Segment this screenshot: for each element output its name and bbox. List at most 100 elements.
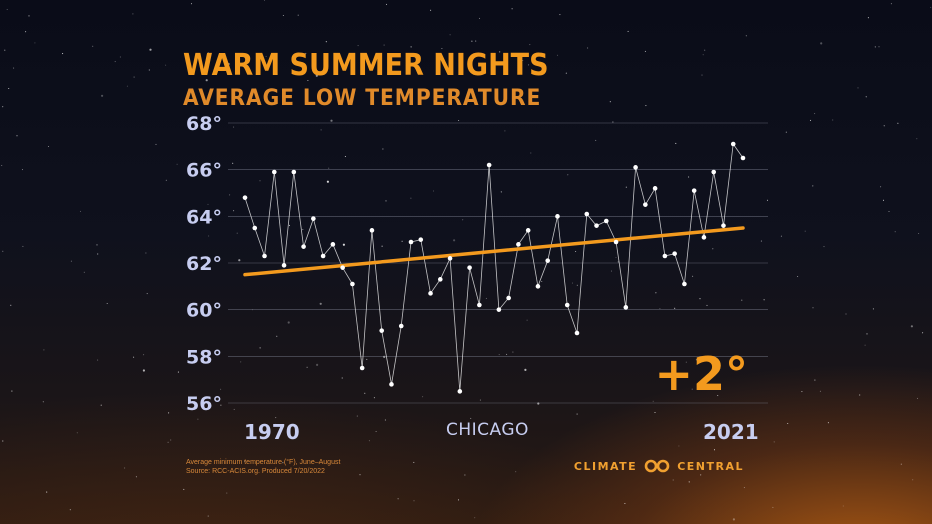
- star: [916, 138, 918, 140]
- star: [319, 302, 322, 305]
- star: [441, 47, 443, 50]
- star: [132, 13, 134, 15]
- star: [385, 3, 388, 5]
- star: [288, 224, 291, 226]
- star: [797, 275, 799, 278]
- star: [207, 515, 209, 517]
- star: [526, 319, 528, 321]
- data-point: [603, 218, 609, 224]
- star: [240, 361, 242, 363]
- star: [458, 119, 460, 122]
- star: [528, 64, 530, 66]
- star: [930, 6, 932, 8]
- star: [282, 14, 284, 17]
- star: [766, 199, 769, 201]
- star: [865, 96, 867, 98]
- star: [119, 56, 121, 58]
- star: [259, 180, 261, 182]
- star: [373, 397, 375, 399]
- star: [874, 46, 876, 48]
- star: [741, 299, 743, 301]
- star: [763, 299, 765, 301]
- star: [220, 388, 222, 390]
- star: [559, 14, 561, 16]
- star: [867, 17, 869, 19]
- y-tick-label: 66°: [186, 160, 222, 182]
- star: [383, 44, 385, 46]
- star: [205, 79, 208, 82]
- star: [359, 474, 361, 476]
- y-tick-label: 56°: [186, 393, 222, 415]
- star: [366, 358, 368, 360]
- star: [341, 377, 343, 379]
- data-points: [242, 141, 746, 394]
- y-tick-label: 68°: [186, 113, 222, 135]
- star: [587, 47, 589, 49]
- star: [610, 270, 613, 272]
- data-point: [682, 281, 687, 287]
- data-point: [672, 251, 677, 256]
- star: [114, 61, 116, 63]
- star: [699, 298, 701, 300]
- footnote-line-1: Average minimum temperature (°F), June–A…: [186, 459, 341, 466]
- star: [43, 349, 45, 351]
- star: [918, 232, 920, 235]
- data-point: [564, 302, 570, 308]
- star: [265, 55, 267, 57]
- data-point: [633, 165, 638, 170]
- star: [617, 261, 619, 263]
- star: [126, 85, 128, 87]
- star: [397, 498, 399, 500]
- star: [275, 417, 277, 419]
- trend-change-label: +2°: [654, 347, 748, 401]
- star: [263, 0, 266, 1]
- data-point: [262, 253, 267, 259]
- data-point: [516, 242, 521, 247]
- star: [567, 174, 569, 176]
- star: [713, 449, 716, 451]
- data-point: [525, 228, 531, 233]
- star: [410, 46, 412, 48]
- star: [145, 252, 147, 254]
- star: [738, 469, 740, 471]
- star: [76, 432, 78, 434]
- star: [556, 54, 559, 56]
- star: [787, 422, 789, 425]
- star: [524, 368, 527, 371]
- data-point: [242, 195, 248, 200]
- star: [176, 163, 178, 165]
- star: [485, 297, 487, 299]
- star: [470, 417, 472, 419]
- star: [654, 411, 656, 414]
- y-axis-ticks: 56° 58° 60° 62° 64° 66° 68°: [186, 113, 222, 415]
- star: [692, 275, 694, 277]
- star: [177, 371, 179, 373]
- star: [883, 125, 885, 127]
- star: [143, 354, 145, 356]
- star: [743, 487, 745, 489]
- data-point: [721, 223, 726, 228]
- star: [916, 397, 919, 399]
- star: [6, 8, 8, 11]
- star: [812, 307, 814, 309]
- star: [809, 119, 812, 121]
- star: [512, 351, 514, 353]
- star: [864, 344, 866, 346]
- star: [498, 354, 500, 356]
- data-point: [301, 244, 306, 249]
- y-tick-label: 62°: [186, 253, 222, 275]
- star: [11, 390, 13, 392]
- footnote-line-2: Source: RCC-ACIS.org. Produced 7/20/2022: [186, 468, 325, 475]
- data-point: [486, 162, 492, 168]
- data-point: [730, 141, 736, 147]
- star: [478, 17, 481, 19]
- star: [356, 415, 358, 417]
- star: [832, 119, 834, 121]
- star: [890, 3, 892, 5]
- star: [595, 139, 597, 141]
- y-tick-label: 64°: [186, 206, 222, 228]
- star: [325, 41, 327, 43]
- star: [21, 169, 24, 171]
